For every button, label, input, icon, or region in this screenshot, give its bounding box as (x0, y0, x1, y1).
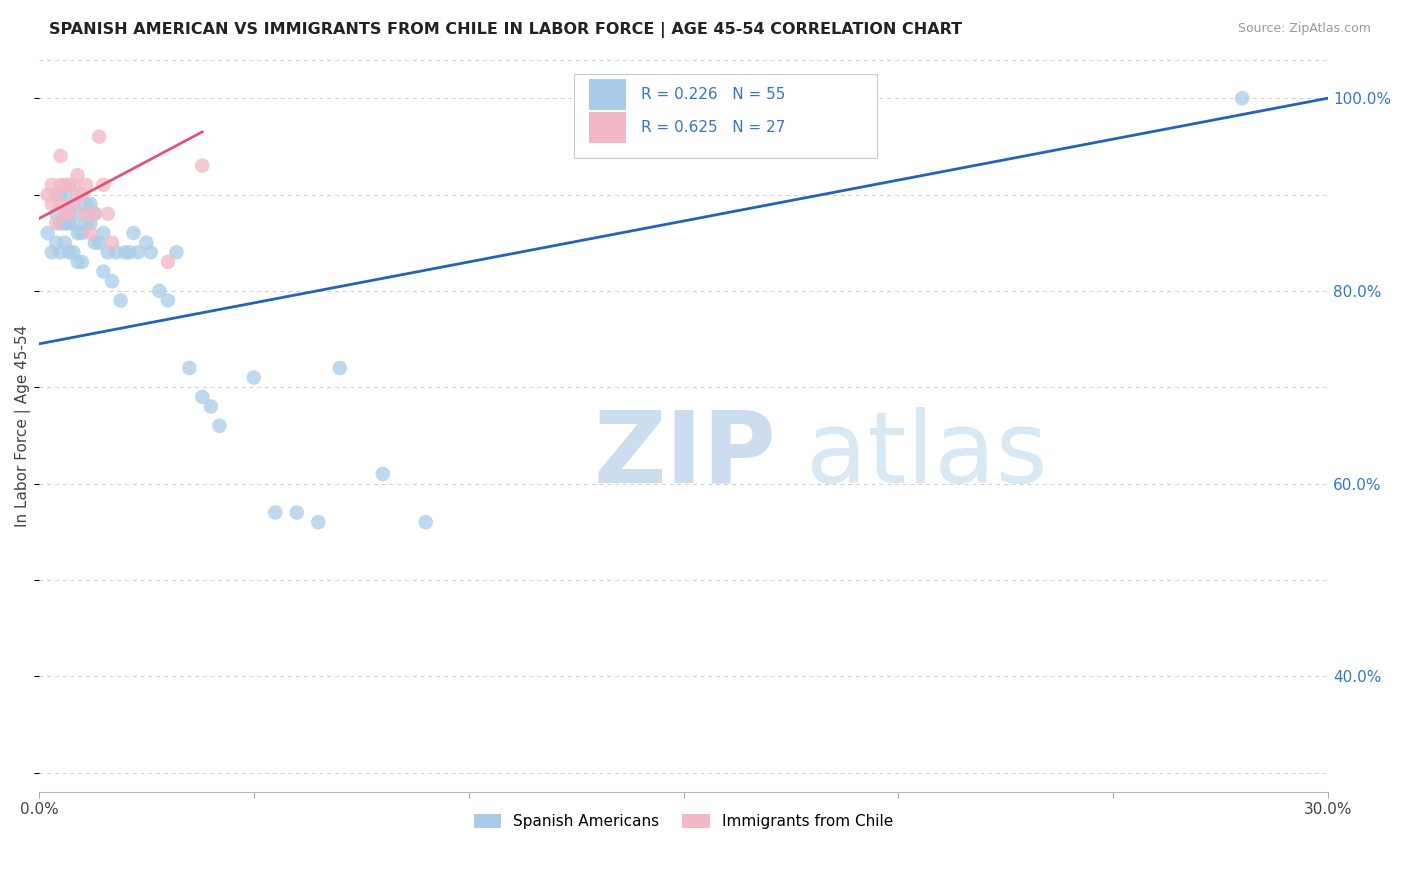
Point (83, 207, 105, 221)
Point (66, 168, 89, 182)
Point (93, 178, 115, 192)
Text: ZIP: ZIP (593, 407, 776, 504)
Point (101, 274, 124, 288)
Point (62, 245, 84, 260)
Point (415, 515, 437, 529)
Point (58, 245, 80, 260)
Point (53, 187, 76, 202)
FancyBboxPatch shape (574, 74, 877, 159)
Point (37, 226, 59, 240)
Point (243, 370, 266, 384)
Point (58, 216, 80, 230)
Point (62, 197, 84, 211)
Point (75, 178, 97, 192)
Point (135, 235, 157, 250)
Point (89, 129, 111, 144)
Point (45, 187, 67, 202)
Point (53, 216, 76, 230)
Point (70, 207, 93, 221)
Point (93, 264, 115, 278)
Point (53, 178, 76, 192)
Point (62, 216, 84, 230)
Point (70, 187, 93, 202)
FancyBboxPatch shape (589, 112, 626, 143)
Point (49, 149, 72, 163)
Point (156, 293, 179, 308)
Point (53, 235, 76, 250)
Text: R = 0.226   N = 55: R = 0.226 N = 55 (641, 87, 786, 103)
Point (49, 187, 72, 202)
Point (66, 226, 89, 240)
Point (49, 197, 72, 211)
Point (75, 216, 97, 230)
Text: SPANISH AMERICAN VS IMMIGRANTS FROM CHILE IN LABOR FORCE | AGE 45-54 CORRELATION: SPANISH AMERICAN VS IMMIGRANTS FROM CHIL… (49, 22, 962, 38)
Point (41, 245, 63, 260)
Point (191, 390, 214, 404)
Point (37, 187, 59, 202)
Point (208, 418, 231, 433)
Point (166, 245, 188, 260)
Point (83, 207, 105, 221)
Point (156, 255, 179, 269)
Y-axis label: In Labor Force | Age 45-54: In Labor Force | Age 45-54 (15, 325, 31, 527)
Point (191, 159, 214, 173)
FancyBboxPatch shape (589, 79, 626, 110)
Point (118, 245, 141, 260)
Point (97, 245, 120, 260)
Point (89, 235, 111, 250)
Legend: Spanish Americans, Immigrants from Chile: Spanish Americans, Immigrants from Chile (468, 808, 900, 836)
Point (307, 515, 329, 529)
Point (45, 216, 67, 230)
Point (79, 226, 101, 240)
Point (41, 178, 63, 192)
Text: R = 0.625   N = 27: R = 0.625 N = 27 (641, 120, 786, 136)
Point (58, 178, 80, 192)
Point (66, 255, 89, 269)
Point (264, 506, 287, 520)
Point (79, 197, 101, 211)
Point (58, 207, 80, 221)
Point (97, 207, 120, 221)
Point (148, 284, 170, 298)
Point (122, 226, 145, 240)
Point (114, 245, 136, 260)
Point (101, 235, 124, 250)
Point (127, 245, 149, 260)
Point (79, 216, 101, 230)
Point (62, 197, 84, 211)
Point (62, 178, 84, 192)
Point (53, 207, 76, 221)
Point (45, 235, 67, 250)
Point (75, 197, 97, 211)
Point (58, 207, 80, 221)
Point (1230, 91, 1253, 105)
Point (49, 216, 72, 230)
Text: Source: ZipAtlas.com: Source: ZipAtlas.com (1237, 22, 1371, 36)
Point (70, 255, 93, 269)
Point (179, 361, 201, 376)
Point (371, 467, 394, 481)
Point (200, 400, 222, 414)
Point (83, 235, 105, 250)
Point (329, 361, 352, 376)
Point (285, 506, 308, 520)
Point (110, 293, 132, 308)
Point (93, 226, 115, 240)
Point (41, 197, 63, 211)
Point (45, 207, 67, 221)
Text: atlas: atlas (806, 407, 1047, 504)
Point (105, 245, 128, 260)
Point (70, 226, 93, 240)
Point (49, 178, 72, 192)
Point (139, 245, 162, 260)
Point (49, 245, 72, 260)
Point (66, 187, 89, 202)
Point (75, 207, 97, 221)
